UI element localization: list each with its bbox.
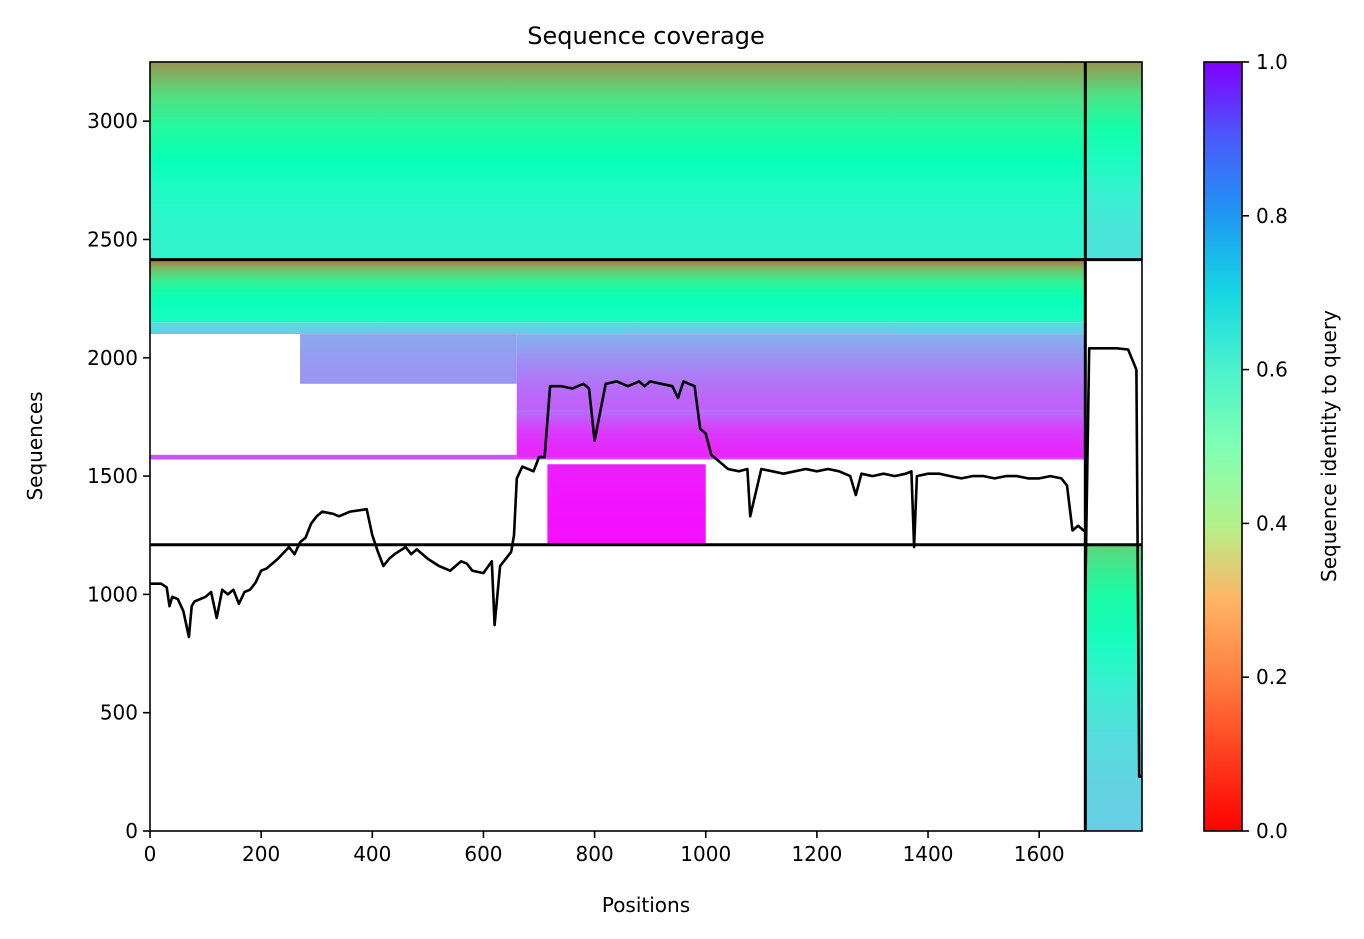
x-tick-label: 1400 [903,842,954,866]
x-tick-label: 600 [464,842,502,866]
colorbar-tick-label: 0.2 [1256,665,1288,689]
coverage-line-chain-2 [1084,346,1142,778]
x-tick-label: 800 [576,842,614,866]
coverage-block [150,454,517,460]
y-tick-label: 2000 [87,346,138,370]
x-tick-label: 400 [353,842,391,866]
y-axis: 0 500 1000 1500 2000 2500 3000 [87,109,150,843]
x-axis-label: Positions [602,893,690,917]
y-tick-label: 0 [125,819,138,843]
coverage-block [1085,62,1142,260]
y-tick-label: 1500 [87,464,138,488]
colorbar-tick-label: 0.8 [1256,204,1288,228]
x-tick-label: 1000 [680,842,731,866]
coverage-block [547,464,706,545]
colorbar-gradient [1203,61,1243,832]
coverage-block [150,322,1086,335]
coverage-block [150,62,1086,260]
y-tick-label: 3000 [87,109,138,133]
coverage-block [300,334,517,384]
x-tick-label: 1200 [791,842,842,866]
chart-title: Sequence coverage [527,22,764,50]
colorbar-label: Sequence identity to query [1317,310,1341,582]
colorbar-tick-label: 0.0 [1256,819,1288,843]
y-tick-label: 500 [100,701,138,725]
coverage-lines [150,346,1142,778]
y-axis-label: Sequences [23,391,47,500]
x-tick-label: 1600 [1014,842,1065,866]
x-axis: 0 200 400 600 800 1000 1200 1400 1600 [144,831,1065,866]
x-tick-label: 200 [242,842,280,866]
y-tick-label: 1000 [87,582,138,606]
coverage-block [516,409,1086,458]
colorbar: 0.0 0.2 0.4 0.6 0.8 1.0 Sequence identity to … [1203,50,1341,843]
coverage-line-chain-1 [150,380,1086,639]
y-tick-label: 2500 [87,227,138,251]
plot-frame [149,61,1143,832]
x-tick-label: 0 [144,842,157,866]
colorbar-tick-label: 0.6 [1256,358,1288,382]
colorbar-tick-label: 1.0 [1256,50,1288,74]
coverage-block [150,259,1086,323]
chain-boundaries [150,62,1142,831]
coverage-block [1085,544,1142,831]
coverage-heatmap [150,62,1142,831]
colorbar-ticks: 0.0 0.2 0.4 0.6 0.8 1.0 [1242,50,1288,843]
colorbar-tick-label: 0.4 [1256,511,1288,535]
